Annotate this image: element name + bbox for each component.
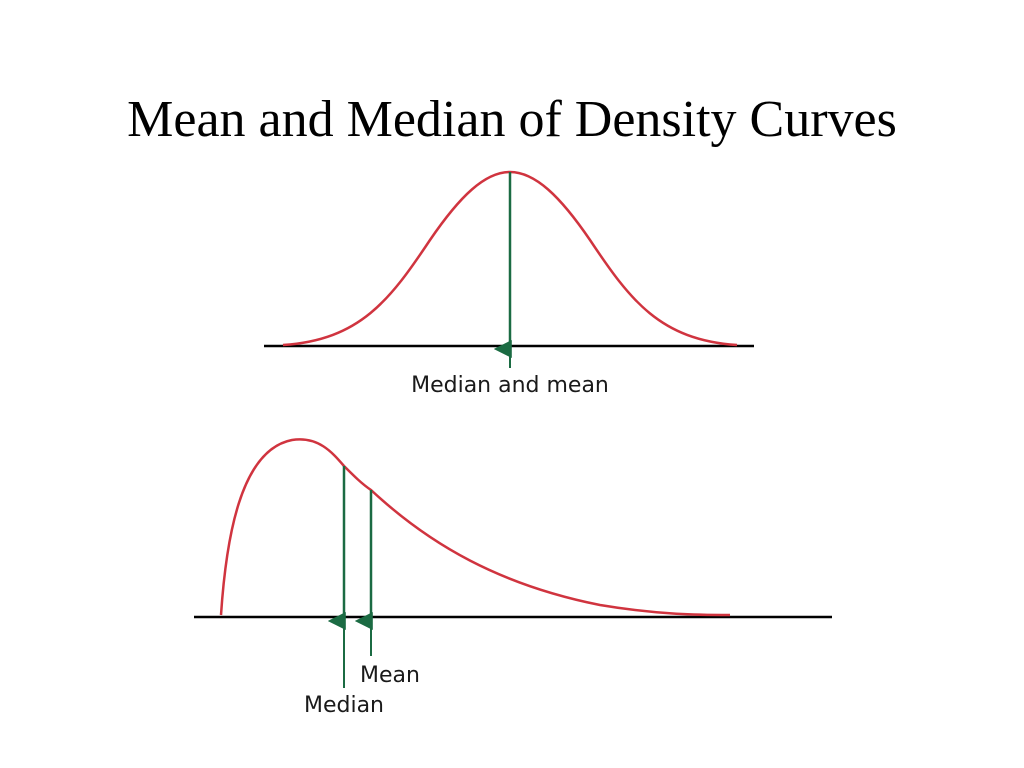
slide-title: Mean and Median of Density Curves [127,91,897,148]
median-and-mean-label: Median and mean [411,373,609,398]
mean-label: Mean [360,663,420,688]
symmetric-density-group: Median and mean [264,170,754,398]
median-label: Median [304,693,384,718]
skewed-density-group: Mean Median [194,438,832,718]
skewed-density-curve [219,438,731,617]
